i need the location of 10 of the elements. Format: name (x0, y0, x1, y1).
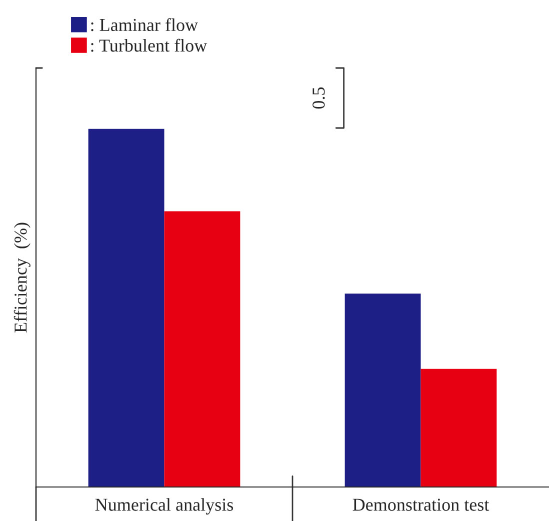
text: 0.5 (312, 87, 325, 109)
bar (420, 368, 497, 487)
bar (164, 211, 240, 487)
y-axis-title: Efficiency (%) (14, 222, 30, 332)
legend-label: : Laminar flow (91, 18, 198, 32)
legend-label: : Turbulent flow (91, 38, 208, 52)
bar (344, 294, 421, 487)
x-tick-label: Numerical analysis (95, 498, 234, 515)
bar (88, 128, 164, 487)
x-tick-label: Demonstration test (352, 498, 490, 511)
